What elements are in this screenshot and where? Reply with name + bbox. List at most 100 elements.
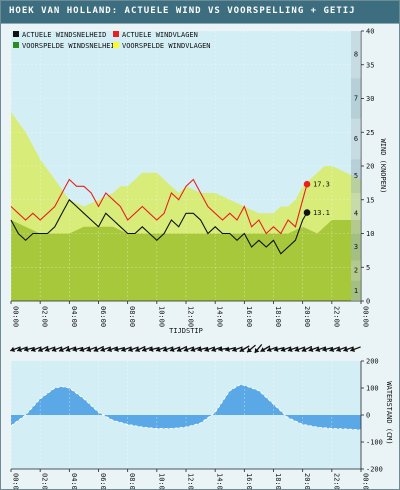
arrow-head [336,346,342,352]
tide-x-tick-label: 04:00 [70,473,78,489]
arrow-head [176,346,182,352]
arrow-head [211,346,217,352]
x-tick-label: 00:00 [362,306,370,327]
y-tick-label: 35 [366,61,374,69]
wind-direction-arrow [225,346,237,352]
tide-y-tick-label: 100 [366,385,379,393]
y-tick-label: 40 [366,28,374,36]
wind-direction-arrow [37,345,49,352]
wind-direction-arrow [141,346,153,352]
arrow-head [280,346,286,352]
arrow-head [232,346,238,352]
arrow-head [128,346,134,352]
y-tick-label: 10 [366,230,374,238]
wind-direction-arrow [254,343,263,354]
wind-direction-arrow [197,346,209,352]
wind-direction-arrow [107,346,118,352]
wind-direction-arrow [148,346,160,352]
x-tick-label: 06:00 [99,306,107,327]
beaufort-band [351,280,361,301]
tide-x-tick-label: 08:00 [128,473,136,489]
beaufort-band [351,159,361,193]
arrow-head [148,346,154,352]
y-tick-label: 5 [366,264,370,272]
tide-x-tick-label: 18:00 [274,473,282,489]
arrow-head [247,347,252,353]
legend-label: VOORSPELDE WINDVLAGEN [122,42,211,50]
wind-direction-arrow [183,346,195,352]
tide-x-tick-label: 02:00 [41,473,49,489]
arrow-head [169,346,175,352]
wind-direction-arrow [211,346,223,352]
x-tick-label: 16:00 [245,306,253,327]
beaufort-band [351,260,361,281]
y-tick-label: 20 [366,163,374,171]
latest-value-label: 17.3 [313,181,330,189]
arrow-head [322,346,327,352]
arrow-head [183,346,189,352]
arrow-head [51,346,57,352]
actual-speed-line [10,198,308,255]
arrow-head [163,346,168,352]
wind-direction-arrow [30,346,42,352]
arrow-head [260,347,266,352]
wind-direction-arrow [93,345,105,352]
legend-swatch [113,42,119,48]
beaufort-label: 5 [354,172,358,180]
tide-y-tick-label: -200 [366,466,383,474]
legend-swatch [113,31,119,37]
wind-direction-arrow [176,345,188,352]
wind-direction-arrow [329,346,341,352]
wind-direction-arrow [239,345,250,353]
latest-value-dot [303,180,311,188]
tide-y-tick-label: 200 [366,358,379,366]
legend-label: ACTUELE WINDVLAGEN [122,31,198,39]
tide-y-tick-label: 0 [366,412,370,420]
wind-direction-arrow [350,346,361,352]
wind-direction-arrow [308,346,320,352]
arrow-head [156,346,161,352]
wind-direction-arrow [100,346,112,352]
arrow-head [142,346,147,352]
x-axis-title: TIJDSTIP [169,327,203,335]
wind-direction-arrow [315,346,327,352]
arrow-head [308,346,314,352]
arrow-head [273,346,279,352]
arrow-head [267,346,272,352]
wind-direction-arrow [72,346,84,352]
wind-direction-arrow [169,346,181,352]
arrow-head [287,346,293,352]
arrow-head [38,346,44,352]
arrow-head [135,346,141,352]
tide-x-tick-label: 06:00 [99,473,107,489]
tide-x-tick-label: 22:00 [332,473,340,489]
x-tick-label: 04:00 [70,306,78,327]
y-tick-label: 30 [366,95,374,103]
x-tick-label: 10:00 [157,306,165,327]
wind-direction-arrow [65,346,77,352]
wind-direction-arrow [121,346,132,352]
x-tick-label: 14:00 [216,306,224,327]
y-tick-label: 25 [366,129,374,137]
tide-x-tick-label: 10:00 [157,473,165,489]
wind-direction-arrow [10,346,21,352]
arrow-head [93,346,99,352]
legend-swatch [13,42,19,48]
arrow-head [45,346,50,352]
arrow-head [17,346,22,352]
wind-direction-arrow [16,346,28,352]
page-title: HOEK VAN HOLLAND: ACTUELE WIND VS VOORSP… [9,6,356,16]
wind-direction-arrow [155,346,167,352]
beaufort-band [351,78,361,119]
wind-direction-arrow [51,346,63,352]
beaufort-label: 8 [354,51,358,59]
beaufort-band [351,233,361,261]
arrow-head [315,346,321,352]
legend-label: ACTUELE WINDSNELHEID [22,31,106,39]
arrow-head [350,346,356,352]
x-tick-label: 20:00 [303,306,311,327]
latest-value-label: 13.1 [313,209,330,217]
x-tick-label: 00:00 [12,306,20,327]
